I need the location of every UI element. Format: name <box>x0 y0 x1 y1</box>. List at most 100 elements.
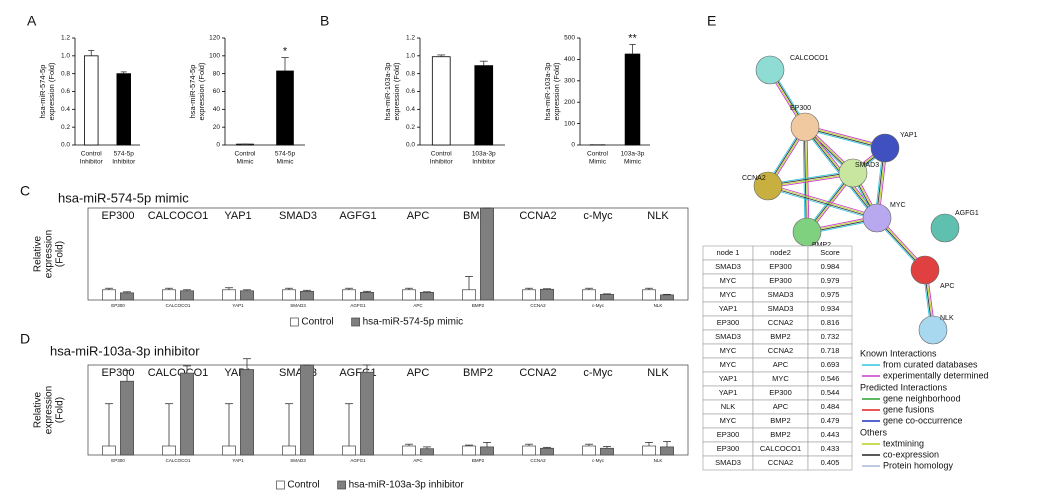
table-cell-text: EP300 <box>717 444 740 453</box>
y-tick-label: 100 <box>209 53 220 60</box>
x-tick-label: APC <box>413 303 423 308</box>
table-header: node2 <box>770 248 791 257</box>
legend-swatch <box>351 317 360 327</box>
table-cell-text: MYC <box>720 276 737 285</box>
network-edge <box>768 174 854 189</box>
bar <box>180 290 194 301</box>
legend-heading: Others <box>860 427 888 437</box>
legend-label: gene co-occurrence <box>883 415 963 425</box>
bar <box>120 292 134 301</box>
bar <box>162 445 176 456</box>
bar <box>222 445 236 456</box>
table-cell-text: BMP2 <box>770 416 790 425</box>
table-cell-text: EP300 <box>769 276 792 285</box>
bar <box>540 288 554 301</box>
x-tick-label: 103a-3p <box>621 151 645 158</box>
bar <box>660 294 674 301</box>
table-cell-text: YAP1 <box>719 304 738 313</box>
table-cell-text: 0.544 <box>821 388 840 397</box>
table-cell-text: 0.984 <box>821 262 840 271</box>
y-tick-label: 1.2 <box>61 35 70 42</box>
legend-swatch <box>337 480 346 490</box>
bar <box>480 446 494 456</box>
panel-label: A <box>27 13 37 29</box>
category-label: NLK <box>647 210 669 222</box>
x-tick-label: NLK <box>654 458 663 463</box>
y-tick-label: 0.0 <box>406 142 415 149</box>
x-tick-label: NLK <box>654 303 663 308</box>
table-cell-text: MYC <box>720 290 737 299</box>
node-label: NLK <box>940 315 954 322</box>
y-axis-label: expression (Fold) <box>47 62 56 120</box>
bar <box>282 289 296 301</box>
network-node <box>862 203 892 233</box>
node-label: CCNA2 <box>742 175 766 182</box>
y-axis-label: expression <box>44 386 55 434</box>
table-cell-text: EP300 <box>769 262 792 271</box>
y-tick-label: 80 <box>213 70 221 77</box>
legend-label: gene fusions <box>883 404 935 414</box>
network-node <box>910 255 940 285</box>
y-tick-label: 40 <box>213 106 221 113</box>
legend-swatch <box>290 317 299 327</box>
bar <box>474 65 494 146</box>
bar <box>162 289 176 301</box>
x-tick-label: SMAD3 <box>290 458 306 463</box>
table-cell-text: 0.979 <box>821 276 840 285</box>
y-tick-label: 0 <box>216 142 220 149</box>
table-cell-text: EP300 <box>717 318 740 327</box>
table-cell-text: MYC <box>720 416 737 425</box>
node-label: BMP2 <box>812 242 831 249</box>
x-tick-label: c-Myc <box>592 303 605 308</box>
table-cell-text: YAP1 <box>719 374 738 383</box>
panel-label: C <box>20 183 30 199</box>
bar <box>84 55 99 146</box>
bar <box>600 294 614 301</box>
table-cell-text: 0.405 <box>821 458 840 467</box>
network-node <box>755 55 785 85</box>
node-label: SMAD3 <box>855 162 879 169</box>
network-edge <box>767 187 877 221</box>
table-cell-text: 0.816 <box>821 318 840 327</box>
node-label: EP300 <box>790 105 811 112</box>
y-tick-label: 60 <box>213 88 221 95</box>
y-tick-label: 120 <box>209 35 220 42</box>
table-cell-text: YAP1 <box>719 388 738 397</box>
x-tick-label: SMAD3 <box>290 303 306 308</box>
bar <box>462 445 476 456</box>
bar <box>116 73 131 146</box>
y-tick-label: 0.0 <box>61 142 70 149</box>
table-header: node 1 <box>717 248 740 257</box>
legend-swatch <box>276 480 285 490</box>
table-cell-text: 0.975 <box>821 290 840 299</box>
table-cell-text: CALCOCO1 <box>760 444 801 453</box>
y-tick-label: 100 <box>564 120 575 127</box>
bar <box>480 207 494 301</box>
bar <box>660 446 674 456</box>
network-node <box>838 158 868 188</box>
table-cell-text: 0.546 <box>821 374 840 383</box>
y-axis-label: hsa-miR-103a-3p <box>543 63 552 121</box>
table-cell-text: SMAD3 <box>768 290 794 299</box>
bar <box>600 447 614 456</box>
table-cell-text: 0.718 <box>821 346 840 355</box>
bar <box>300 290 314 301</box>
bar <box>120 380 134 456</box>
bar <box>642 289 656 301</box>
table-cell-text: BMP2 <box>770 430 790 439</box>
bar <box>624 53 641 146</box>
node-label: YAP1 <box>900 132 917 139</box>
bar <box>582 445 596 456</box>
bar <box>240 369 254 456</box>
table-cell-text: 0.484 <box>821 402 840 411</box>
y-axis-label: hsa-miR-574-5p <box>188 65 197 119</box>
legend-label: co-expression <box>883 449 939 459</box>
x-tick-label: EP300 <box>111 303 125 308</box>
bar <box>360 291 374 301</box>
table-cell-text: 0.693 <box>821 360 840 369</box>
y-axis-label: (Fold) <box>55 241 66 267</box>
bar <box>282 445 296 456</box>
bar <box>300 364 314 456</box>
table-cell-text: 0.443 <box>821 430 840 439</box>
bar <box>180 372 194 456</box>
